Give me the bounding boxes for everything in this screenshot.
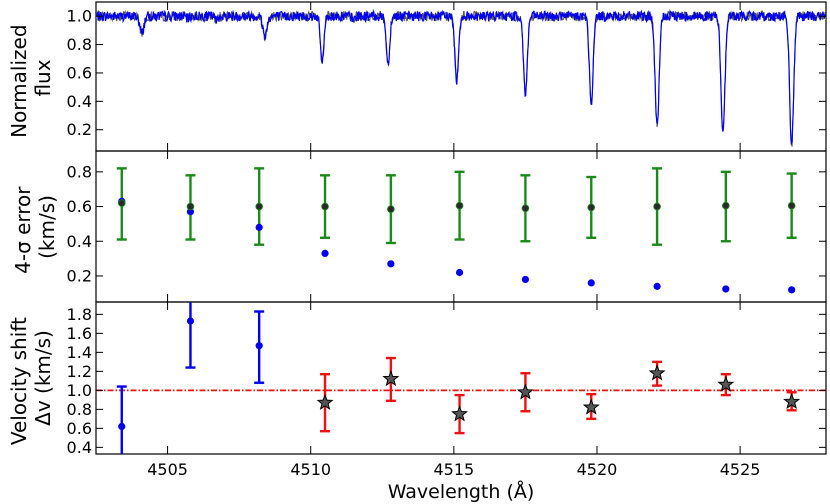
error-point-black xyxy=(455,201,464,210)
flux-ytick-label: 0.6 xyxy=(67,63,92,82)
velocity-ylabel: Velocity shift Δv (km/s) xyxy=(7,311,55,445)
error-ytick-label: 0.8 xyxy=(67,162,92,181)
error-ytick-label: 0.4 xyxy=(67,232,92,251)
velocity-plot-area xyxy=(96,302,826,454)
error-panel: 0.2 0.4 0.6 0.8 xyxy=(67,151,826,302)
flux-ytick-label: 0.2 xyxy=(67,120,92,139)
error-ylabel: 4-σ error (km/s) xyxy=(11,180,59,274)
error-ylabel-line2: (km/s) xyxy=(35,195,59,259)
flux-ytick-label: 0.4 xyxy=(67,92,92,111)
error-point-black xyxy=(117,199,126,207)
velocity-ytick-label: 0.6 xyxy=(67,419,92,438)
error-point-blue xyxy=(587,279,595,287)
error-ytick-label: 0.6 xyxy=(67,197,92,216)
velocity-ytick-label: 0.8 xyxy=(67,400,92,419)
velocity-ytick-label: 1.6 xyxy=(67,324,92,343)
error-point-blue xyxy=(722,285,730,293)
x-axis: 4505 4510 4515 4520 4525 xyxy=(147,460,760,479)
velocity-point-blue xyxy=(118,422,126,431)
x-tick-label: 4515 xyxy=(433,460,474,479)
velocity-star-point xyxy=(451,405,469,422)
error-point-black xyxy=(255,202,263,211)
flux-series-observed xyxy=(96,9,826,147)
x-tick-label: 4520 xyxy=(577,460,618,479)
error-point-black xyxy=(653,202,661,211)
error-point-blue xyxy=(387,260,395,268)
velocity-star-point xyxy=(783,392,801,409)
flux-ylabel: Normalized flux xyxy=(7,18,55,138)
x-axis-title: Wavelength (Å) xyxy=(388,480,535,503)
velocity-point-blue xyxy=(186,317,195,325)
velocity-point-blue xyxy=(255,342,263,350)
velocity-ytick-label: 1.4 xyxy=(67,343,92,362)
error-point-blue xyxy=(653,282,661,290)
velocity-ytick-label: 1.2 xyxy=(67,362,92,381)
x-tick-label: 4505 xyxy=(147,460,188,479)
velocity-star-point xyxy=(516,383,534,400)
error-point-black xyxy=(521,204,530,213)
flux-ytick-label: 1.0 xyxy=(67,7,92,26)
error-ylabel-line1: 4-σ error xyxy=(11,186,35,274)
flux-ytick-label: 0.8 xyxy=(67,35,92,54)
error-panel-frame xyxy=(95,150,827,303)
error-point-blue xyxy=(321,249,329,258)
error-point-blue xyxy=(521,275,530,284)
error-point-blue xyxy=(186,208,195,216)
velocity-ylabel-line1: Velocity shift xyxy=(7,317,31,445)
x-tick-label: 4510 xyxy=(290,460,331,479)
velocity-panel: 0.40.60.81.01.21.41.61.8 xyxy=(67,302,826,457)
error-point-black xyxy=(787,201,796,210)
error-ytick-label: 0.2 xyxy=(67,266,92,285)
velocity-star-point xyxy=(316,393,334,410)
flux-panel: 0.2 0.4 0.6 0.8 1.0 xyxy=(67,2,826,151)
error-point-black xyxy=(722,201,730,210)
velocity-ytick-label: 0.4 xyxy=(67,438,92,457)
velocity-star-point xyxy=(717,375,735,392)
velocity-ytick-label: 1.8 xyxy=(67,305,92,324)
error-point-black xyxy=(387,205,395,213)
flux-ylabel-line1: Normalized xyxy=(7,24,31,137)
velocity-ytick-label: 1.0 xyxy=(67,381,92,400)
velocity-star-point xyxy=(582,398,600,415)
velocity-ylabel-line2: Δv (km/s) xyxy=(31,330,55,426)
error-point-black xyxy=(587,203,596,212)
error-point-black xyxy=(186,202,195,211)
error-point-blue xyxy=(255,223,263,231)
error-point-black xyxy=(321,202,329,211)
error-point-blue xyxy=(455,268,464,277)
error-point-blue xyxy=(788,286,796,294)
flux-ylabel-line2: flux xyxy=(31,59,55,96)
velocity-star-point xyxy=(382,369,400,387)
velocity-panel-frame xyxy=(95,301,827,455)
velocity-star-point xyxy=(648,364,666,381)
x-tick-label: 4525 xyxy=(720,460,761,479)
flux-series-model xyxy=(96,8,826,145)
